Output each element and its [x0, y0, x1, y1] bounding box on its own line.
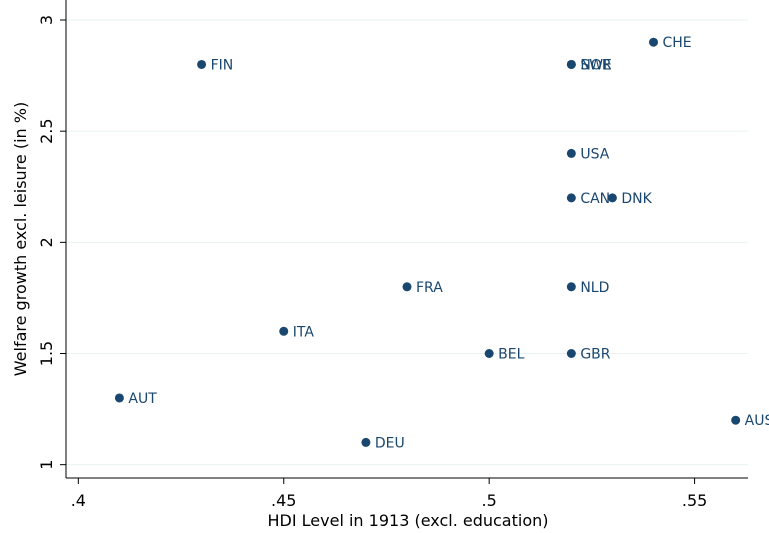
point-label: FRA [416, 280, 443, 296]
point [731, 415, 741, 425]
point-label: AUS [745, 413, 769, 429]
point-label: FIN [211, 57, 234, 73]
point [279, 326, 289, 336]
x-tick-label: .55 [682, 491, 707, 510]
y-tick-label: 2.5 [37, 118, 56, 143]
point [566, 148, 576, 158]
x-tick-label: .4 [71, 491, 86, 510]
point [197, 59, 207, 69]
point-label: USA [580, 146, 609, 162]
point [484, 348, 494, 358]
point-label: DEU [375, 435, 405, 451]
x-axis-label: HDI Level in 1913 (excl. education) [268, 511, 549, 530]
y-tick-label: 1 [37, 460, 56, 470]
x-tick-label: .45 [271, 491, 296, 510]
point [566, 193, 576, 203]
point [607, 193, 617, 203]
point-label: DNK [621, 191, 652, 207]
point [566, 59, 576, 69]
point-label: CHE [663, 35, 692, 51]
point [361, 437, 371, 447]
point [114, 393, 124, 403]
x-tick-label: .5 [482, 491, 497, 510]
y-axis-label: Welfare growth excl. leisure (in %) [11, 102, 30, 376]
point-label: NOR [580, 57, 611, 73]
point [402, 282, 412, 292]
point-label: GBR [580, 346, 610, 362]
y-tick-label: 1.5 [37, 341, 56, 366]
point-label: BEL [498, 346, 524, 362]
y-tick-label: 3 [37, 15, 56, 25]
point [566, 282, 576, 292]
y-tick-label: 2 [37, 237, 56, 247]
point-label: CAN [580, 191, 610, 207]
point-label: AUT [128, 391, 157, 407]
point-label: NLD [580, 280, 609, 296]
point [649, 37, 659, 47]
point-label: SWE [580, 57, 612, 73]
point-label: ITA [293, 324, 315, 340]
point [566, 348, 576, 358]
